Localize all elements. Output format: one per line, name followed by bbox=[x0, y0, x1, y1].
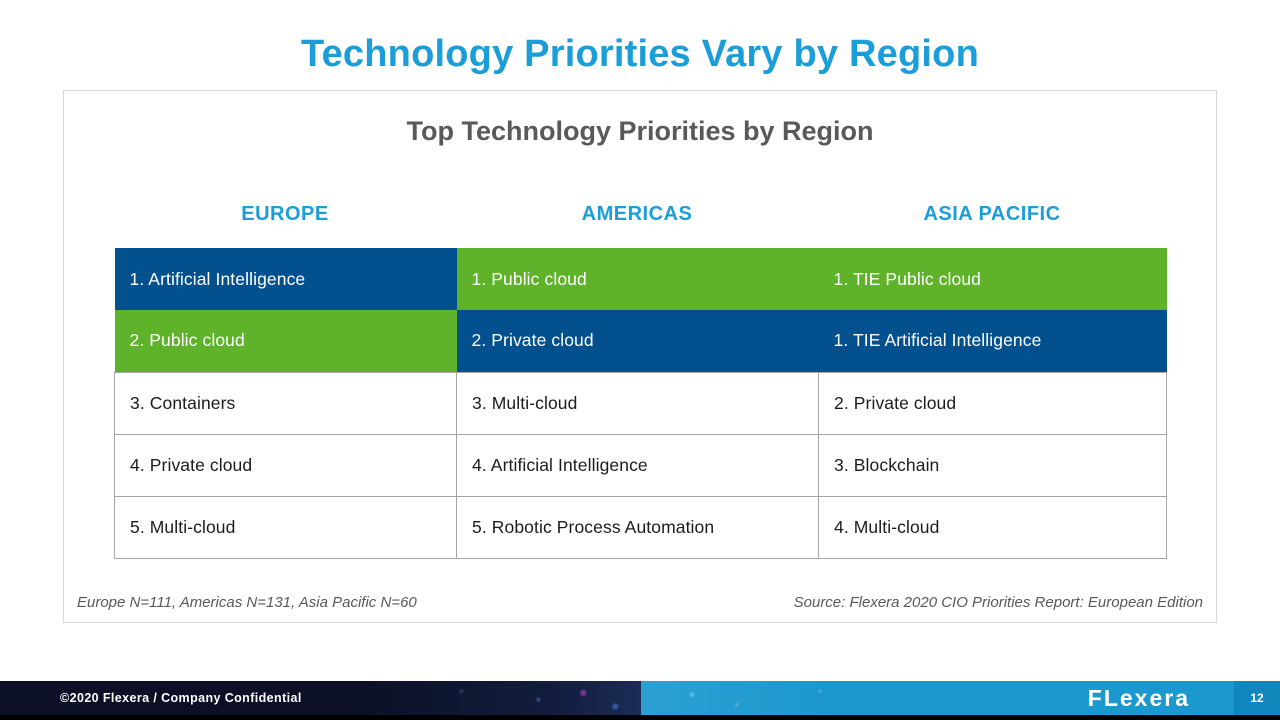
sample-size-footnote: Europe N=111, Americas N=131, Asia Pacif… bbox=[77, 594, 417, 611]
chart-title: Top Technology Priorities by Region bbox=[406, 116, 874, 146]
column-headers: EUROPE AMERICAS ASIA PACIFIC bbox=[114, 203, 1166, 226]
table-row: 2. Public cloud 2. Private cloud 1. TIE … bbox=[114, 310, 1167, 372]
table-cell: 2. Private cloud bbox=[818, 371, 1167, 435]
footer-cyan-segment: FLexera 12 bbox=[641, 681, 1280, 715]
table-cell: 1. TIE Artificial Intelligence bbox=[818, 310, 1167, 372]
column-header-asia-pacific: ASIA PACIFIC bbox=[923, 203, 1061, 225]
bottom-black-strip bbox=[0, 715, 1280, 720]
table-cell: 4. Artificial Intelligence bbox=[456, 433, 819, 497]
column-header-americas: AMERICAS bbox=[581, 203, 693, 225]
table-cell: 2. Private cloud bbox=[456, 310, 819, 372]
table-row: 4. Private cloud 4. Artificial Intellige… bbox=[114, 433, 1167, 497]
table-cell: 5. Robotic Process Automation bbox=[456, 495, 819, 559]
table-cell: 2. Public cloud bbox=[114, 310, 457, 372]
table-cell: 1. TIE Public cloud bbox=[818, 248, 1167, 310]
flexera-logo: FLexera bbox=[1087, 684, 1190, 711]
table-row: 1. Artificial Intelligence 1. Public clo… bbox=[114, 248, 1167, 310]
source-footnote: Source: Flexera 2020 CIO Priorities Repo… bbox=[793, 594, 1203, 611]
table-row: 5. Multi-cloud 5. Robotic Process Automa… bbox=[114, 495, 1167, 559]
table-row: 3. Containers 3. Multi-cloud 2. Private … bbox=[114, 371, 1167, 435]
table-cell: 3. Containers bbox=[114, 371, 457, 435]
table-cell: 1. Public cloud bbox=[456, 248, 819, 310]
column-header-europe: EUROPE bbox=[241, 203, 329, 225]
table-cell: 5. Multi-cloud bbox=[114, 495, 457, 559]
page-number: 12 bbox=[1234, 681, 1280, 715]
table-cell: 4. Multi-cloud bbox=[818, 495, 1167, 559]
table-cell: 4. Private cloud bbox=[114, 433, 457, 497]
footer-bar: ©2020 Flexera / Company Confidential FLe… bbox=[0, 681, 1280, 715]
table-cell: 1. Artificial Intelligence bbox=[114, 248, 457, 310]
copyright-text: ©2020 Flexera / Company Confidential bbox=[60, 691, 302, 705]
footer-navy-segment: ©2020 Flexera / Company Confidential bbox=[0, 681, 641, 715]
table-cell: 3. Multi-cloud bbox=[456, 371, 819, 435]
table-cell: 3. Blockchain bbox=[818, 433, 1167, 497]
slide-title: Technology Priorities Vary by Region bbox=[301, 33, 979, 75]
chart-card: Top Technology Priorities by Region EURO… bbox=[63, 90, 1217, 623]
priority-table: 1. Artificial Intelligence 1. Public clo… bbox=[114, 248, 1167, 559]
